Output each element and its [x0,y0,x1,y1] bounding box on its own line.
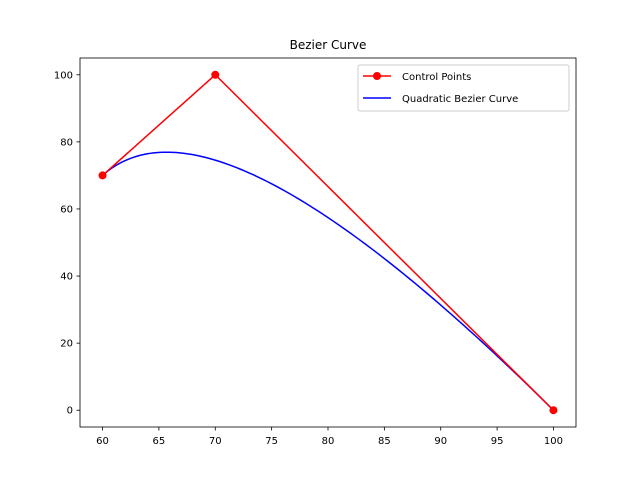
legend-label: Quadratic Bezier Curve [402,94,518,105]
x-tick-label: 65 [153,436,166,447]
legend-box [357,64,570,112]
legend: Control Points Quadratic Bezier Curve [357,64,570,112]
x-tick-label: 60 [96,436,109,447]
legend-label: Control Points [402,72,471,83]
y-axis: 0 20 40 60 80 100 [54,70,80,417]
y-tick-label: 20 [60,339,73,350]
x-axis: 60 65 70 75 80 85 90 95 100 [96,427,563,447]
legend-swatch-marker [373,72,381,80]
y-tick-label: 60 [60,204,73,215]
control-point-marker [549,406,558,415]
series-layer [98,70,558,415]
y-tick-label: 80 [60,137,73,148]
x-tick-label: 85 [378,436,391,447]
x-tick-label: 100 [544,436,563,447]
x-tick-label: 80 [322,436,335,447]
x-tick-label: 70 [209,436,222,447]
control-point-marker [98,171,107,180]
control-point-marker [211,70,220,79]
x-tick-label: 90 [434,436,447,447]
y-tick-label: 100 [54,70,73,81]
bezier-curve-line [102,151,554,411]
chart-title: Bezier Curve [290,38,367,52]
y-tick-label: 0 [67,406,73,417]
x-tick-label: 95 [491,436,504,447]
plot-area [80,58,576,427]
y-tick-label: 40 [60,272,73,283]
x-tick-label: 75 [265,436,278,447]
